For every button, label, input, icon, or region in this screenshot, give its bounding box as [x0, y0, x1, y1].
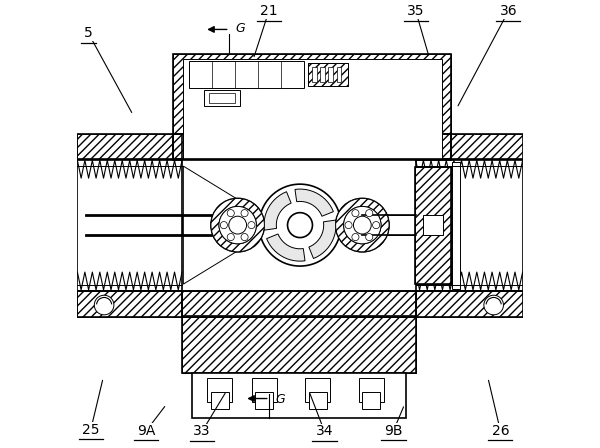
- Text: 9B: 9B: [384, 423, 403, 438]
- Text: 35: 35: [407, 4, 425, 18]
- Wedge shape: [335, 198, 389, 252]
- Circle shape: [335, 198, 389, 252]
- Bar: [424, 215, 443, 235]
- Text: 21: 21: [260, 4, 278, 18]
- Circle shape: [94, 295, 114, 315]
- Text: G: G: [235, 22, 245, 34]
- Bar: [211, 392, 229, 409]
- Bar: [204, 90, 240, 106]
- Bar: [209, 93, 235, 103]
- Bar: [77, 134, 182, 160]
- Bar: [416, 134, 523, 159]
- Polygon shape: [266, 234, 305, 261]
- Bar: [313, 67, 317, 82]
- Bar: [182, 215, 416, 235]
- Bar: [188, 61, 304, 88]
- Bar: [182, 291, 416, 318]
- Bar: [416, 159, 523, 291]
- Circle shape: [484, 295, 503, 315]
- Circle shape: [365, 210, 373, 217]
- Bar: [77, 134, 182, 159]
- Text: 33: 33: [193, 424, 211, 439]
- Bar: [337, 67, 341, 82]
- Circle shape: [219, 207, 256, 244]
- Bar: [183, 59, 442, 159]
- Bar: [415, 167, 451, 284]
- Bar: [308, 63, 348, 86]
- Circle shape: [211, 198, 265, 252]
- Bar: [416, 291, 523, 317]
- Text: 9A: 9A: [137, 423, 155, 438]
- Circle shape: [373, 222, 380, 228]
- Circle shape: [227, 233, 235, 241]
- Bar: [309, 392, 327, 409]
- Bar: [182, 291, 416, 315]
- Bar: [416, 291, 523, 318]
- Bar: [77, 291, 182, 317]
- Bar: [359, 378, 384, 402]
- Bar: [77, 159, 523, 291]
- Text: G: G: [275, 393, 285, 406]
- Bar: [452, 162, 460, 289]
- Text: 26: 26: [491, 423, 509, 438]
- Bar: [308, 63, 348, 86]
- Circle shape: [241, 210, 248, 217]
- Circle shape: [352, 210, 359, 217]
- Circle shape: [241, 233, 248, 241]
- Bar: [173, 134, 451, 160]
- Circle shape: [344, 207, 381, 244]
- Bar: [182, 318, 416, 373]
- Circle shape: [365, 233, 373, 241]
- Circle shape: [287, 213, 313, 237]
- Circle shape: [352, 233, 359, 241]
- Circle shape: [353, 216, 371, 234]
- Text: 34: 34: [316, 424, 333, 439]
- Bar: [305, 378, 330, 402]
- Polygon shape: [309, 220, 336, 258]
- Bar: [320, 67, 325, 82]
- Text: 25: 25: [82, 423, 100, 437]
- Bar: [416, 134, 523, 160]
- Polygon shape: [295, 189, 334, 216]
- Wedge shape: [211, 198, 265, 252]
- Bar: [182, 318, 416, 373]
- Bar: [173, 54, 451, 159]
- Circle shape: [248, 222, 255, 228]
- Polygon shape: [184, 166, 271, 284]
- Bar: [362, 392, 380, 409]
- Bar: [415, 167, 451, 284]
- Bar: [208, 378, 232, 402]
- Bar: [256, 392, 273, 409]
- Bar: [328, 67, 333, 82]
- Bar: [252, 378, 277, 402]
- Circle shape: [259, 184, 341, 266]
- Polygon shape: [264, 192, 291, 230]
- Text: 36: 36: [500, 4, 517, 18]
- Bar: [173, 54, 451, 159]
- Bar: [192, 373, 406, 418]
- Bar: [77, 159, 182, 291]
- Bar: [77, 291, 182, 318]
- Circle shape: [345, 222, 352, 228]
- Bar: [173, 134, 451, 158]
- Circle shape: [227, 210, 235, 217]
- Circle shape: [229, 216, 247, 234]
- Circle shape: [220, 222, 227, 228]
- Text: 5: 5: [84, 26, 93, 40]
